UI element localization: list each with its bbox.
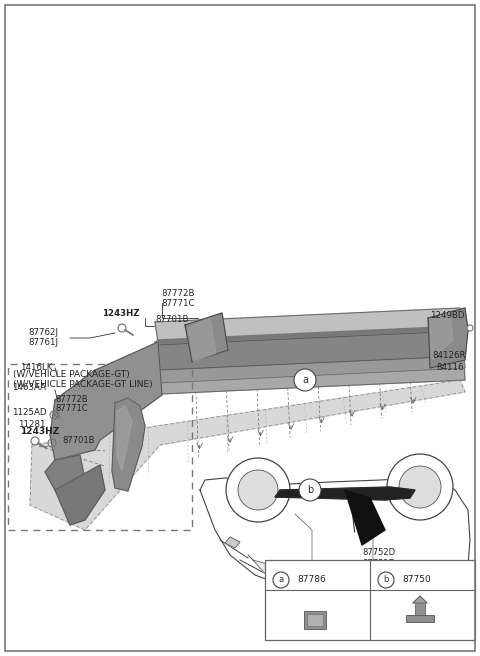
Text: 87786: 87786	[297, 575, 326, 584]
Bar	[307, 614, 323, 626]
Polygon shape	[253, 560, 310, 594]
Text: 1416LK: 1416LK	[20, 363, 52, 372]
Polygon shape	[112, 398, 145, 491]
Text: 1125AD: 1125AD	[12, 408, 47, 417]
Bar	[8, 364, 192, 530]
Polygon shape	[200, 478, 470, 600]
Polygon shape	[155, 337, 463, 357]
Polygon shape	[188, 318, 216, 362]
Polygon shape	[50, 342, 162, 460]
Polygon shape	[345, 490, 385, 545]
Polygon shape	[225, 537, 240, 548]
Text: 87772B: 87772B	[56, 395, 88, 404]
Text: 87750: 87750	[402, 575, 431, 584]
Circle shape	[467, 325, 473, 331]
Text: 87771C: 87771C	[56, 404, 88, 413]
Polygon shape	[362, 583, 418, 602]
Text: 87752D: 87752D	[362, 548, 395, 557]
Circle shape	[387, 454, 453, 520]
Polygon shape	[155, 308, 462, 342]
Text: a: a	[302, 375, 308, 385]
Text: 87761J: 87761J	[28, 338, 58, 347]
Circle shape	[226, 458, 290, 522]
Text: 84126R: 84126R	[432, 351, 466, 360]
Polygon shape	[275, 487, 415, 500]
Polygon shape	[312, 574, 373, 602]
Polygon shape	[408, 583, 450, 601]
Polygon shape	[158, 342, 465, 383]
Text: 1243HZ: 1243HZ	[102, 309, 140, 318]
Text: 87701B: 87701B	[155, 315, 189, 324]
Polygon shape	[157, 326, 463, 345]
Text: 1249BD: 1249BD	[430, 311, 465, 320]
Text: (W/VEHICLE PACKAGE-GT LINE): (W/VEHICLE PACKAGE-GT LINE)	[13, 380, 153, 389]
Text: a: a	[278, 575, 284, 584]
Polygon shape	[45, 455, 85, 490]
Bar	[406, 615, 434, 622]
Text: b: b	[307, 485, 313, 495]
Polygon shape	[55, 465, 105, 525]
Circle shape	[294, 369, 316, 391]
Text: b: b	[384, 575, 389, 584]
Polygon shape	[413, 596, 427, 603]
Text: 87762J: 87762J	[28, 328, 58, 337]
Text: 87772B: 87772B	[161, 289, 195, 298]
Bar	[304, 611, 326, 629]
Text: 11281: 11281	[18, 420, 46, 429]
Circle shape	[273, 572, 289, 588]
Text: 87701B: 87701B	[62, 436, 95, 445]
Polygon shape	[117, 406, 132, 471]
Polygon shape	[428, 308, 468, 368]
Polygon shape	[30, 380, 465, 530]
Text: 84116: 84116	[436, 363, 464, 372]
Circle shape	[378, 572, 394, 588]
Circle shape	[399, 466, 441, 508]
Bar	[265, 560, 475, 640]
Circle shape	[238, 470, 278, 510]
Text: 1463AA: 1463AA	[12, 383, 46, 392]
Polygon shape	[155, 328, 465, 394]
Polygon shape	[430, 312, 453, 360]
Bar	[415, 603, 425, 615]
Text: 1243HZ: 1243HZ	[20, 427, 59, 436]
Text: 87751D: 87751D	[362, 559, 395, 568]
Polygon shape	[158, 331, 464, 370]
Text: 87771C: 87771C	[161, 299, 195, 308]
Polygon shape	[185, 313, 228, 362]
Text: (W/VEHICLE PACKAGE-GT): (W/VEHICLE PACKAGE-GT)	[13, 370, 130, 379]
Circle shape	[299, 479, 321, 501]
